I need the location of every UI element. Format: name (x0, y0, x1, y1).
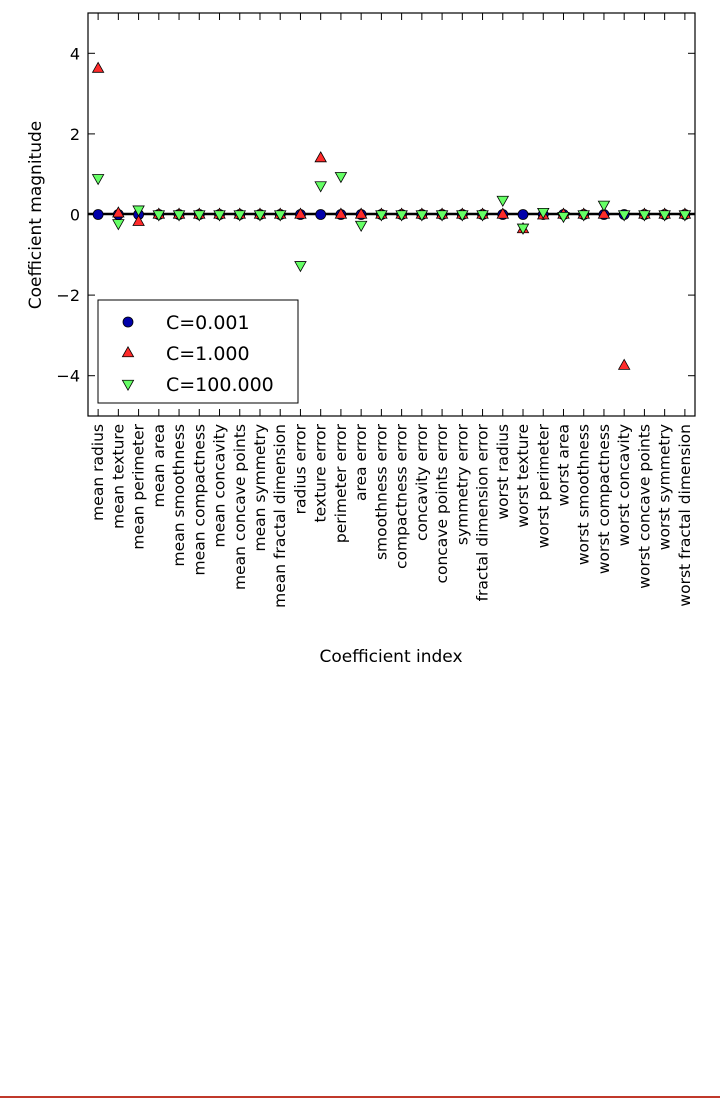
marker-series-2 (294, 207, 307, 219)
marker-series-3 (678, 210, 692, 222)
marker-series-3 (294, 261, 307, 273)
marker-series-3 (354, 220, 368, 232)
x-tick-label: mean compactness (190, 424, 208, 575)
x-tick-label: mean radius (89, 424, 107, 521)
x-tick-label: mean symmetry (251, 424, 269, 552)
marker-series-1 (92, 209, 104, 220)
x-tick-label: mean smoothness (170, 424, 188, 566)
marker-series-2 (617, 358, 631, 370)
y-axis-ticks: 4 2 0 −2 −4 (56, 44, 695, 386)
legend-label-1: C=0.001 (166, 312, 250, 334)
x-tick-label: compactness error (393, 423, 411, 569)
marker-series-3 (152, 210, 166, 222)
marker-series-1 (517, 209, 529, 220)
marker-series-3 (132, 205, 145, 217)
x-tick-label: symmetry error (453, 423, 471, 545)
marker-series-3 (638, 210, 651, 222)
page-bottom-rule (0, 1096, 720, 1098)
x-tick-label: worst perimeter (534, 423, 552, 548)
x-tick-label: smoothness error (372, 423, 390, 560)
marker-series-3 (314, 181, 327, 193)
x-tick-label: texture error (312, 423, 330, 522)
y-tick-label: −2 (56, 286, 80, 305)
legend: C=0.001 C=1.000 C=100.000 (97, 299, 299, 404)
x-tick-label: mean fractal dimension (271, 424, 289, 608)
x-tick-label: worst texture (514, 424, 532, 528)
x-tick-label: worst smoothness (575, 424, 593, 565)
y-tick-label: 2 (70, 125, 80, 144)
marker-series-2 (314, 151, 327, 163)
marker-series-3 (536, 207, 550, 220)
x-tick-label: worst concavity (615, 424, 633, 546)
marker-series-3 (395, 210, 408, 222)
marker-series-3 (456, 210, 469, 222)
marker-series-3 (557, 211, 570, 224)
coefficient-chart: 4 2 0 −2 −4 mean radius mean texture mean peri… (26, 12, 696, 667)
x-tick-label: worst concave points (635, 424, 653, 589)
marker-series-2 (91, 61, 105, 73)
marker-series-3 (476, 210, 489, 222)
x-tick-label: mean area (150, 424, 168, 507)
y-tick-label: −4 (56, 367, 80, 386)
x-tick-label: worst area (554, 424, 572, 506)
marker-series-3 (172, 210, 186, 222)
x-tick-label: worst radius (494, 424, 512, 520)
legend-label-2: C=1.000 (166, 343, 250, 365)
marker-series-2 (496, 207, 510, 219)
x-tick-label: worst compactness (595, 424, 613, 574)
legend-items: C=0.001 C=1.000 C=100.000 (121, 312, 274, 396)
x-tick-label: area error (352, 423, 370, 501)
x-tick-label: mean concavity (211, 424, 229, 547)
x-tick-label: mean texture (109, 424, 127, 529)
marker-series-3 (213, 210, 226, 222)
marker-series-3 (597, 200, 611, 212)
data-markers (91, 61, 692, 370)
marker-series-2 (132, 214, 145, 226)
marker-series-3 (415, 210, 429, 222)
marker-series-2 (597, 207, 611, 219)
marker-series-2 (112, 206, 125, 218)
legend-label-3: C=100.000 (166, 374, 274, 396)
x-tick-label: concave points error (433, 423, 451, 583)
marker-series-3 (112, 219, 125, 231)
marker-series-2 (334, 207, 348, 219)
marker-series-2 (354, 207, 368, 219)
x-tick-label: fractal dimension error (474, 423, 492, 601)
marker-series-1 (315, 209, 327, 220)
marker-series-3 (193, 210, 206, 222)
x-tick-label: concavity error (413, 423, 431, 541)
x-tick-label: worst symmetry (656, 424, 674, 550)
legend-marker-2 (121, 345, 135, 358)
legend-marker-3 (121, 379, 135, 392)
marker-series-3 (496, 195, 510, 208)
x-axis-label: Coefficient index (319, 647, 462, 667)
legend-marker-1 (122, 316, 134, 328)
marker-series-3 (577, 210, 590, 222)
marker-series-3 (516, 223, 530, 235)
legend-box (97, 299, 299, 404)
marker-series-3 (435, 210, 449, 222)
marker-series-3 (617, 210, 631, 222)
marker-series-3 (253, 210, 267, 222)
y-tick-label: 0 (70, 206, 80, 225)
marker-series-3 (273, 210, 287, 222)
x-tick-label: radius error (291, 423, 309, 514)
x-tick-label: mean concave points (231, 424, 249, 590)
y-axis-label: Coefficient magnitude (26, 121, 46, 310)
x-tick-label: perimeter error (332, 423, 350, 543)
y-tick-label: 4 (70, 44, 80, 63)
x-tick-label: worst fractal dimension (676, 424, 694, 607)
marker-series-3 (334, 172, 348, 184)
marker-series-3 (375, 210, 388, 222)
x-axis-ticks: mean radius mean texture mean perimeter mea… (89, 13, 694, 608)
marker-series-3 (658, 210, 671, 222)
marker-series-3 (233, 210, 247, 222)
marker-series-3 (91, 174, 105, 186)
x-tick-label: mean perimeter (130, 423, 148, 549)
